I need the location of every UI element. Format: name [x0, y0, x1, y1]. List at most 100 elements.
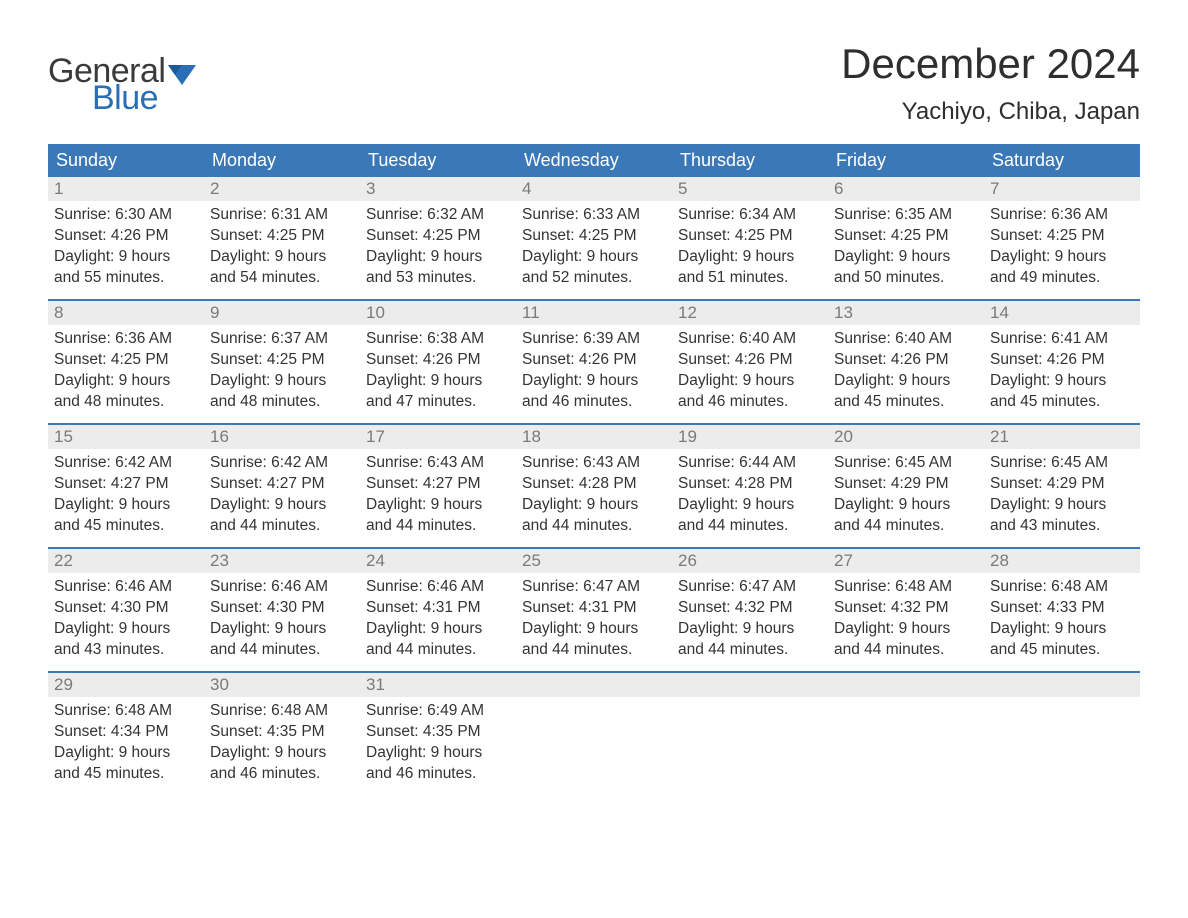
day-cell: 17Sunrise: 6:43 AMSunset: 4:27 PMDayligh… — [360, 425, 516, 547]
day-cell-empty — [516, 673, 672, 795]
day-header-tuesday: Tuesday — [360, 144, 516, 177]
sunset-line: Sunset: 4:31 PM — [366, 598, 510, 619]
daylight-line-2: and 46 minutes. — [366, 764, 510, 785]
day-header-thursday: Thursday — [672, 144, 828, 177]
sunset-line: Sunset: 4:26 PM — [834, 350, 978, 371]
sunrise-line: Sunrise: 6:45 AM — [990, 453, 1134, 474]
day-cell: 5Sunrise: 6:34 AMSunset: 4:25 PMDaylight… — [672, 177, 828, 299]
day-body: Sunrise: 6:32 AMSunset: 4:25 PMDaylight:… — [360, 201, 516, 293]
day-body: Sunrise: 6:34 AMSunset: 4:25 PMDaylight:… — [672, 201, 828, 293]
sunrise-line: Sunrise: 6:47 AM — [522, 577, 666, 598]
daylight-line-2: and 45 minutes. — [54, 764, 198, 785]
day-header-saturday: Saturday — [984, 144, 1140, 177]
daylight-line-1: Daylight: 9 hours — [366, 743, 510, 764]
day-cell: 28Sunrise: 6:48 AMSunset: 4:33 PMDayligh… — [984, 549, 1140, 671]
weeks-container: 1Sunrise: 6:30 AMSunset: 4:26 PMDaylight… — [48, 177, 1140, 795]
daylight-line-1: Daylight: 9 hours — [210, 371, 354, 392]
day-cell: 14Sunrise: 6:41 AMSunset: 4:26 PMDayligh… — [984, 301, 1140, 423]
sunrise-line: Sunrise: 6:48 AM — [210, 701, 354, 722]
sunrise-line: Sunrise: 6:43 AM — [522, 453, 666, 474]
day-number: 25 — [516, 549, 672, 573]
sunset-line: Sunset: 4:25 PM — [54, 350, 198, 371]
day-number — [672, 673, 828, 697]
daylight-line-1: Daylight: 9 hours — [366, 495, 510, 516]
daylight-line-2: and 44 minutes. — [366, 640, 510, 661]
daylight-line-1: Daylight: 9 hours — [54, 247, 198, 268]
week-row: 29Sunrise: 6:48 AMSunset: 4:34 PMDayligh… — [48, 671, 1140, 795]
sunset-line: Sunset: 4:32 PM — [678, 598, 822, 619]
day-body: Sunrise: 6:49 AMSunset: 4:35 PMDaylight:… — [360, 697, 516, 789]
day-body: Sunrise: 6:48 AMSunset: 4:34 PMDaylight:… — [48, 697, 204, 789]
logo-text-blue: Blue — [92, 79, 196, 118]
day-cell: 4Sunrise: 6:33 AMSunset: 4:25 PMDaylight… — [516, 177, 672, 299]
day-body: Sunrise: 6:43 AMSunset: 4:28 PMDaylight:… — [516, 449, 672, 541]
day-cell-empty — [828, 673, 984, 795]
day-number: 19 — [672, 425, 828, 449]
sunrise-line: Sunrise: 6:33 AM — [522, 205, 666, 226]
day-cell: 9Sunrise: 6:37 AMSunset: 4:25 PMDaylight… — [204, 301, 360, 423]
day-body: Sunrise: 6:31 AMSunset: 4:25 PMDaylight:… — [204, 201, 360, 293]
daylight-line-2: and 45 minutes. — [990, 392, 1134, 413]
sunset-line: Sunset: 4:26 PM — [990, 350, 1134, 371]
daylight-line-2: and 46 minutes. — [522, 392, 666, 413]
day-number: 9 — [204, 301, 360, 325]
daylight-line-1: Daylight: 9 hours — [366, 371, 510, 392]
sunrise-line: Sunrise: 6:30 AM — [54, 205, 198, 226]
day-body: Sunrise: 6:46 AMSunset: 4:30 PMDaylight:… — [48, 573, 204, 665]
sunrise-line: Sunrise: 6:34 AM — [678, 205, 822, 226]
day-number: 31 — [360, 673, 516, 697]
sunset-line: Sunset: 4:32 PM — [834, 598, 978, 619]
week-row: 22Sunrise: 6:46 AMSunset: 4:30 PMDayligh… — [48, 547, 1140, 671]
page-header: General Blue December 2024 Yachiyo, Chib… — [48, 40, 1140, 126]
daylight-line-2: and 45 minutes. — [54, 516, 198, 537]
day-number: 3 — [360, 177, 516, 201]
week-row: 1Sunrise: 6:30 AMSunset: 4:26 PMDaylight… — [48, 177, 1140, 299]
daylight-line-1: Daylight: 9 hours — [522, 247, 666, 268]
day-cell: 2Sunrise: 6:31 AMSunset: 4:25 PMDaylight… — [204, 177, 360, 299]
sunset-line: Sunset: 4:25 PM — [990, 226, 1134, 247]
sunset-line: Sunset: 4:27 PM — [366, 474, 510, 495]
sunrise-line: Sunrise: 6:38 AM — [366, 329, 510, 350]
day-number: 21 — [984, 425, 1140, 449]
daylight-line-1: Daylight: 9 hours — [210, 247, 354, 268]
day-number — [516, 673, 672, 697]
daylight-line-1: Daylight: 9 hours — [990, 371, 1134, 392]
day-number: 13 — [828, 301, 984, 325]
day-body: Sunrise: 6:41 AMSunset: 4:26 PMDaylight:… — [984, 325, 1140, 417]
day-cell: 20Sunrise: 6:45 AMSunset: 4:29 PMDayligh… — [828, 425, 984, 547]
daylight-line-1: Daylight: 9 hours — [678, 371, 822, 392]
day-number: 10 — [360, 301, 516, 325]
day-number: 1 — [48, 177, 204, 201]
sunrise-line: Sunrise: 6:31 AM — [210, 205, 354, 226]
daylight-line-2: and 44 minutes. — [522, 640, 666, 661]
location: Yachiyo, Chiba, Japan — [841, 98, 1140, 126]
daylight-line-2: and 49 minutes. — [990, 268, 1134, 289]
day-body: Sunrise: 6:37 AMSunset: 4:25 PMDaylight:… — [204, 325, 360, 417]
day-header-sunday: Sunday — [48, 144, 204, 177]
day-body: Sunrise: 6:48 AMSunset: 4:32 PMDaylight:… — [828, 573, 984, 665]
day-number — [828, 673, 984, 697]
daylight-line-1: Daylight: 9 hours — [678, 247, 822, 268]
day-body: Sunrise: 6:47 AMSunset: 4:31 PMDaylight:… — [516, 573, 672, 665]
daylight-line-2: and 44 minutes. — [678, 516, 822, 537]
day-number: 14 — [984, 301, 1140, 325]
sunset-line: Sunset: 4:30 PM — [54, 598, 198, 619]
day-cell: 22Sunrise: 6:46 AMSunset: 4:30 PMDayligh… — [48, 549, 204, 671]
daylight-line-2: and 44 minutes. — [834, 640, 978, 661]
day-number: 23 — [204, 549, 360, 573]
daylight-line-1: Daylight: 9 hours — [210, 619, 354, 640]
daylight-line-2: and 46 minutes. — [210, 764, 354, 785]
day-cell: 15Sunrise: 6:42 AMSunset: 4:27 PMDayligh… — [48, 425, 204, 547]
sunset-line: Sunset: 4:30 PM — [210, 598, 354, 619]
day-number: 17 — [360, 425, 516, 449]
day-body: Sunrise: 6:42 AMSunset: 4:27 PMDaylight:… — [48, 449, 204, 541]
daylight-line-2: and 52 minutes. — [522, 268, 666, 289]
day-body: Sunrise: 6:42 AMSunset: 4:27 PMDaylight:… — [204, 449, 360, 541]
daylight-line-2: and 53 minutes. — [366, 268, 510, 289]
logo: General Blue — [48, 40, 196, 118]
month-title: December 2024 — [841, 40, 1140, 88]
day-cell: 12Sunrise: 6:40 AMSunset: 4:26 PMDayligh… — [672, 301, 828, 423]
day-cell: 18Sunrise: 6:43 AMSunset: 4:28 PMDayligh… — [516, 425, 672, 547]
day-number: 6 — [828, 177, 984, 201]
daylight-line-1: Daylight: 9 hours — [834, 371, 978, 392]
